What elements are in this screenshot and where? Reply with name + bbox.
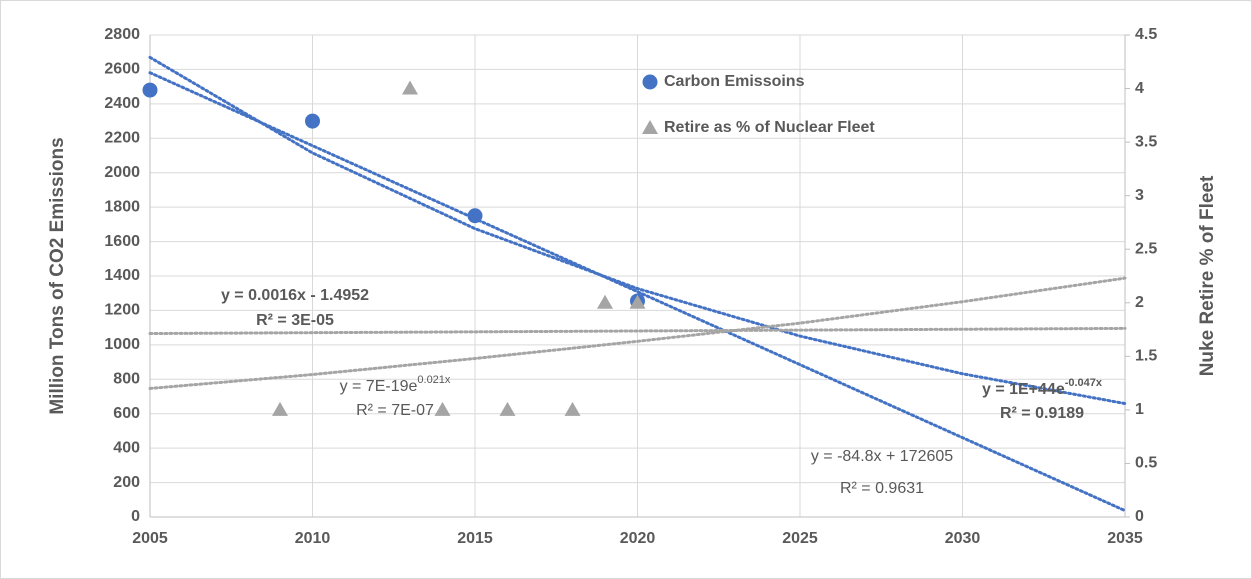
y-tick-label: 1600 — [104, 233, 140, 250]
x-tick-label: 2015 — [457, 530, 493, 547]
legend-marker — [642, 74, 658, 90]
point — [564, 401, 581, 416]
point — [629, 294, 646, 309]
x-tick-label: 2020 — [620, 530, 656, 547]
y-tick-label: 1000 — [104, 336, 140, 353]
x-tick-label: 2010 — [295, 530, 331, 547]
y-axis-title: Million Tons of CO2 Emissions — [47, 137, 68, 414]
x-tick-label: 2035 — [1107, 530, 1143, 547]
point — [597, 294, 613, 309]
y2-tick-label: 1 — [1135, 401, 1144, 418]
point — [467, 208, 483, 224]
y-tick-label: 2000 — [104, 164, 140, 181]
x-tick-label: 2005 — [132, 530, 168, 547]
annotation: R² = 3E-05 — [256, 312, 334, 329]
x-tick-label: 2030 — [945, 530, 981, 547]
annotation: y = 7E-19e0.021x — [340, 374, 451, 395]
y2-tick-label: 4 — [1135, 80, 1144, 97]
y-tick-label: 1400 — [104, 267, 140, 284]
trendline — [148, 71, 1127, 513]
y2-tick-label: 2 — [1135, 294, 1144, 311]
annotation-text: R² = 7E-07 — [356, 402, 434, 419]
y2-tick-label: 3.5 — [1135, 133, 1157, 150]
y-tick-label: 800 — [113, 371, 140, 388]
y-tick-label: 2600 — [104, 61, 140, 78]
annotation: y = 1E+44e-0.047x — [982, 377, 1103, 398]
y2-tick-label: 2.5 — [1135, 240, 1157, 257]
point — [434, 401, 451, 416]
y-tick-label: 1800 — [104, 198, 140, 215]
annotation: R² = 0.9189 — [1000, 405, 1084, 422]
point — [272, 401, 288, 416]
y-tick-label: 2200 — [104, 130, 140, 147]
legend-label: Retire as % of Nuclear Fleet — [664, 119, 875, 136]
y-tick-label: 200 — [113, 474, 140, 491]
y2-tick-label: 1.5 — [1135, 348, 1157, 365]
y-tick-label: 0 — [131, 508, 140, 525]
annotation: y = -84.8x + 172605 — [811, 448, 953, 465]
y-tick-label: 400 — [113, 439, 140, 456]
legend-marker — [642, 120, 658, 134]
y2-tick-label: 0 — [1135, 508, 1144, 525]
trendline — [148, 55, 1127, 406]
point — [402, 80, 418, 95]
annotation-sup: -0.047x — [1065, 377, 1103, 389]
annotation: y = 0.0016x - 1.4952 — [221, 287, 369, 304]
y-tick-label: 1200 — [104, 302, 140, 319]
annotation-text: R² = 0.9189 — [1000, 405, 1084, 422]
annotation-text: R² = 3E-05 — [256, 312, 334, 329]
point — [499, 401, 516, 416]
annotation-text: y = 1E+44e — [982, 381, 1065, 398]
x-tick-label: 2025 — [782, 530, 818, 547]
annotation-text: y = 7E-19e — [340, 378, 418, 395]
y-tick-label: 2800 — [104, 26, 140, 43]
annotation-text: R² = 0.9631 — [840, 480, 924, 497]
y2-tick-label: 4.5 — [1135, 26, 1157, 43]
y2-tick-label: 3 — [1135, 187, 1144, 204]
point — [142, 82, 158, 98]
trendline — [148, 276, 1127, 390]
point — [305, 113, 320, 129]
annotation: R² = 0.9631 — [840, 480, 924, 497]
y2-tick-label: 0.5 — [1135, 455, 1157, 472]
y2-axis-title: Nuke Retire % of Fleet — [1197, 175, 1218, 376]
y-tick-label: 2400 — [104, 95, 140, 112]
annotation-text: y = 0.0016x - 1.4952 — [221, 287, 369, 304]
annotation-sup: 0.021x — [417, 374, 451, 386]
annotation-text: y = -84.8x + 172605 — [811, 448, 953, 465]
annotation: R² = 7E-07 — [356, 402, 434, 419]
y-tick-label: 600 — [113, 405, 140, 422]
legend-label: Carbon Emissoins — [664, 73, 805, 90]
trendline — [148, 326, 1127, 336]
